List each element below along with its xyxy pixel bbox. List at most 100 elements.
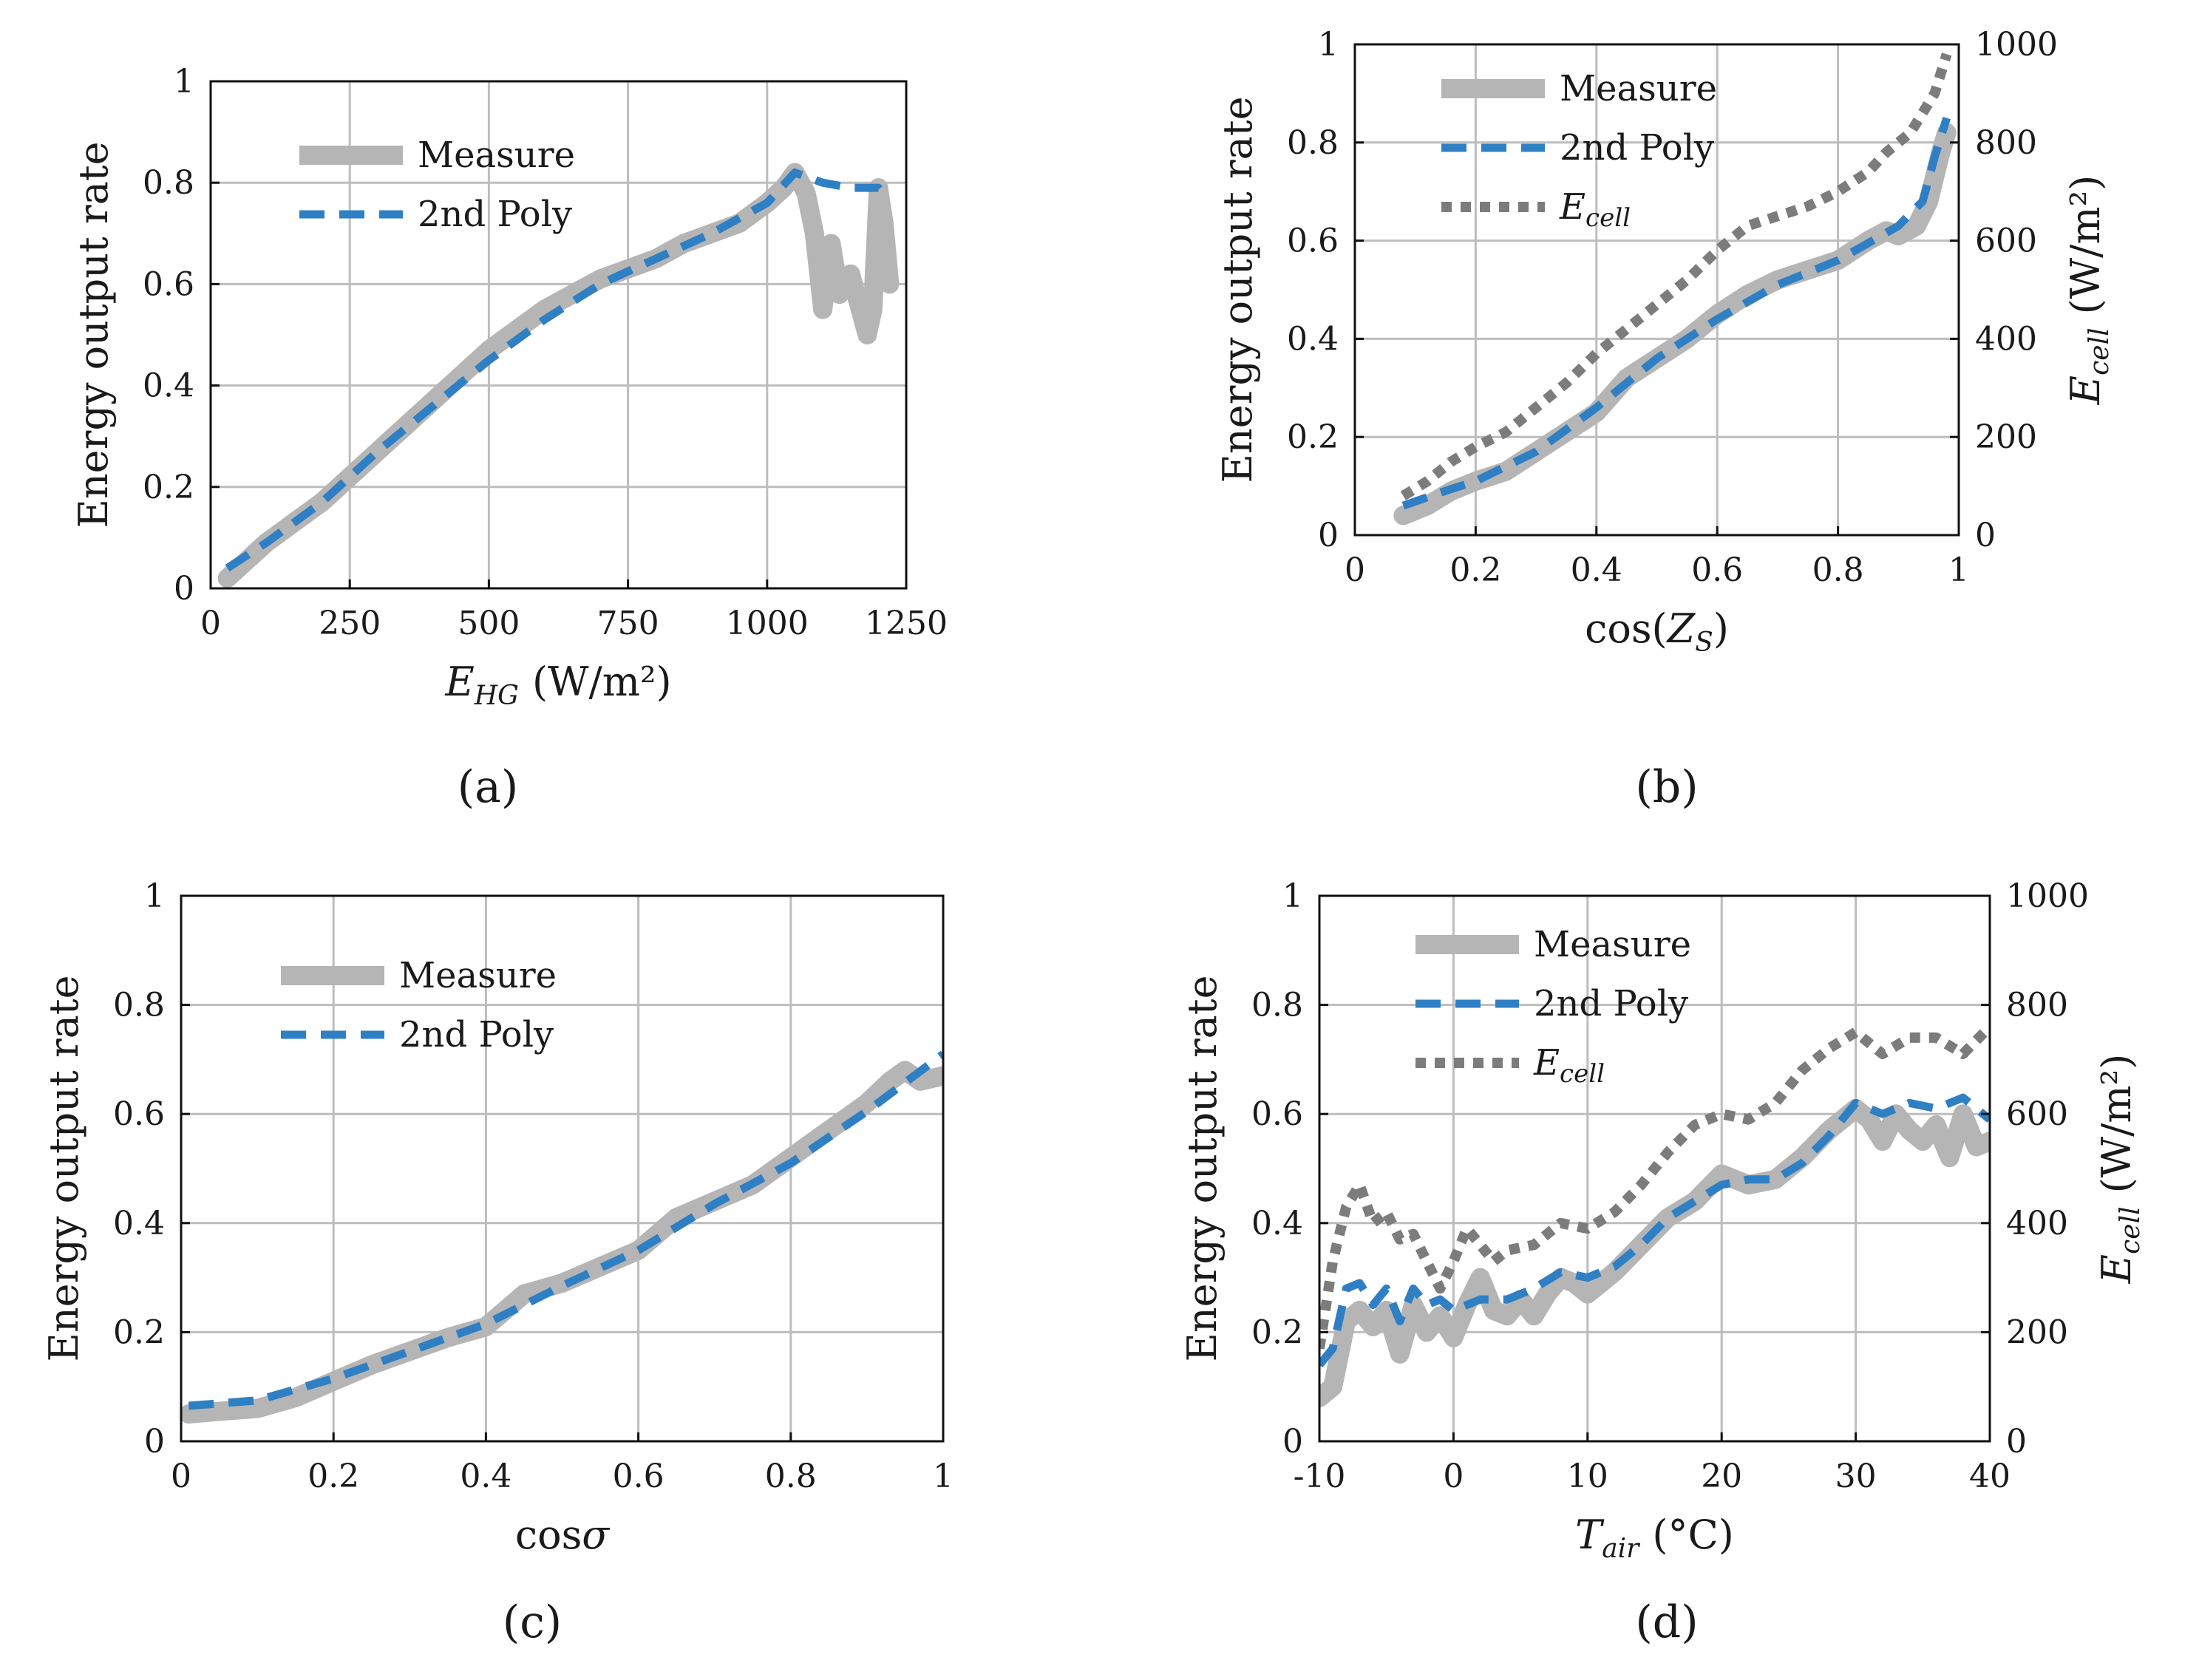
y-tick-label: 0.2 <box>113 1313 165 1351</box>
y-axis-label: Energy output rate <box>1214 96 1261 483</box>
x-tick-label: 0 <box>1443 1458 1464 1495</box>
series-line-ecell <box>1319 1023 1990 1350</box>
axes-frame <box>1353 43 1960 537</box>
y-tick-label: 0.6 <box>1287 222 1339 260</box>
x-tick-label: 10 <box>1567 1458 1608 1495</box>
y2-tick-label: 1000 <box>2006 877 2089 915</box>
x-tick-label: 0.4 <box>1571 551 1622 589</box>
y2-tick-label: 800 <box>1975 124 2037 162</box>
y-tick-label: 0.8 <box>143 164 194 202</box>
y-tick-label: 0 <box>1282 1423 1303 1460</box>
series-line-measure <box>181 1061 943 1424</box>
y-tick-label: 1 <box>1318 26 1339 64</box>
panel-c: 0 0.2 0.4 0.6 0.8 1 0 0.2 0.4 0.6 0.8 1 Energy outpu… <box>41 877 954 1648</box>
panel-b: 0 0.2 0.4 0.6 0.8 100.20.40.60.81020040060080… <box>1214 26 2115 813</box>
x-tick-label: 1000 <box>726 605 809 642</box>
y-tick-label: 0 <box>1318 517 1339 554</box>
y-tick-label: 0.4 <box>1251 1205 1303 1242</box>
x-axis-label: EHG (W/m²) <box>444 659 671 711</box>
x-axis-label: cos(ZS) <box>1585 605 1729 658</box>
legend-label: Ecell <box>1559 186 1631 233</box>
x-tick-label: 1250 <box>865 605 948 642</box>
legend-label: 2nd Poly <box>1560 127 1714 169</box>
y2-tick-label: 200 <box>2006 1313 2068 1351</box>
x-tick-label: 750 <box>597 605 659 642</box>
panel-a: 0 250 500 750 1000 1250 0 0.2 0.4 0.6 0.8 1 Energy o… <box>70 63 948 813</box>
y-tick-label: 1 <box>1282 877 1303 915</box>
x-tick-label: 250 <box>319 605 381 642</box>
x-tick-label: 0.2 <box>1449 551 1501 589</box>
legend-label: Measure <box>418 135 575 176</box>
y2-tick-label: 400 <box>1975 320 2037 358</box>
panel-caption: (c) <box>503 1596 562 1648</box>
legend-label: Ecell <box>1533 1042 1605 1089</box>
series-line-2nd-poly <box>188 1050 943 1410</box>
y-axis-label: Energy output rate <box>41 975 87 1361</box>
plot-area <box>1355 44 1959 535</box>
y-axis-label: Energy output rate <box>70 141 117 528</box>
y-tick-label: 0.4 <box>113 1205 165 1242</box>
x-tick-label: 0 <box>200 605 221 642</box>
y2-tick-label: 800 <box>2006 987 2068 1024</box>
x-tick-label: 500 <box>458 605 520 642</box>
series-line-2nd-poly <box>1319 1093 1990 1368</box>
x-tick-label: 40 <box>1969 1458 2011 1495</box>
x-tick-label: 30 <box>1835 1458 1877 1495</box>
y-tick-label: 0.8 <box>113 987 165 1024</box>
y-tick-label: 0 <box>174 570 194 608</box>
legend-label: 2nd Poly <box>418 194 572 235</box>
y-tick-label: 0.2 <box>143 469 194 506</box>
legend-label: Measure <box>1534 924 1691 965</box>
plot-area <box>181 896 943 1441</box>
y2-axis-label: Ecell(W/m²) <box>2062 175 2115 406</box>
x-axis-label: cosσ <box>515 1511 611 1558</box>
legend-label: 2nd Poly <box>399 1014 554 1055</box>
y2-tick-label: 600 <box>2006 1095 2068 1133</box>
series-line-2nd-poly <box>225 169 890 572</box>
x-tick-label: 1 <box>933 1458 954 1495</box>
y-tick-label: 0.8 <box>1251 987 1303 1024</box>
y2-tick-label: 200 <box>1975 418 2037 456</box>
y-tick-label: 1 <box>174 63 194 101</box>
y-tick-label: 0.4 <box>143 367 194 405</box>
y2-tick-label: 400 <box>2006 1205 2068 1242</box>
x-tick-label: 0 <box>1345 551 1365 589</box>
y-tick-label: 0.6 <box>143 265 194 303</box>
x-tick-label: 0.6 <box>613 1458 665 1495</box>
x-tick-label: -10 <box>1294 1458 1346 1495</box>
x-tick-label: 1 <box>1948 551 1969 589</box>
y2-tick-label: 600 <box>1975 222 2037 260</box>
series-line-ecell <box>1400 52 1952 500</box>
panel-caption: (d) <box>1635 1596 1698 1648</box>
y-tick-label: 0.8 <box>1287 124 1339 162</box>
y2-axis-label: Ecell(W/m²) <box>2093 1054 2146 1285</box>
axes-frame <box>180 894 945 1443</box>
y-tick-label: 0.6 <box>113 1095 165 1133</box>
panel-d: -10 0 10 20 30 4000.20.40.60.8102004006008001… <box>1179 877 2146 1648</box>
legend-label: 2nd Poly <box>1534 983 1688 1024</box>
legend-label: Measure <box>1560 68 1717 109</box>
y-tick-label: 0 <box>144 1423 165 1460</box>
x-tick-label: 0.4 <box>460 1458 511 1495</box>
axes-frame <box>1318 894 1991 1443</box>
x-tick-label: 0 <box>171 1458 191 1495</box>
y-tick-label: 0.2 <box>1251 1313 1303 1351</box>
panel-caption: (b) <box>1635 761 1698 813</box>
y-tick-label: 0.4 <box>1287 320 1339 358</box>
series-line-measure <box>1319 1098 1990 1407</box>
x-tick-label: 20 <box>1701 1458 1742 1495</box>
y-tick-label: 0.2 <box>1287 418 1339 456</box>
x-tick-label: 0.6 <box>1691 551 1743 589</box>
x-axis-label: Tair (°C) <box>1575 1511 1734 1564</box>
x-tick-label: 0.8 <box>1812 551 1864 589</box>
panel-caption: (a) <box>458 761 519 813</box>
y2-tick-label: 1000 <box>1975 26 2058 64</box>
y-tick-label: 0.6 <box>1251 1095 1303 1133</box>
x-tick-label: 0.2 <box>307 1458 359 1495</box>
x-tick-label: 0.8 <box>765 1458 817 1495</box>
y-tick-label: 1 <box>144 877 165 915</box>
series-line-2nd-poly <box>1401 116 1951 510</box>
axes-frame <box>209 80 908 590</box>
y-axis-label: Energy output rate <box>1179 975 1226 1361</box>
